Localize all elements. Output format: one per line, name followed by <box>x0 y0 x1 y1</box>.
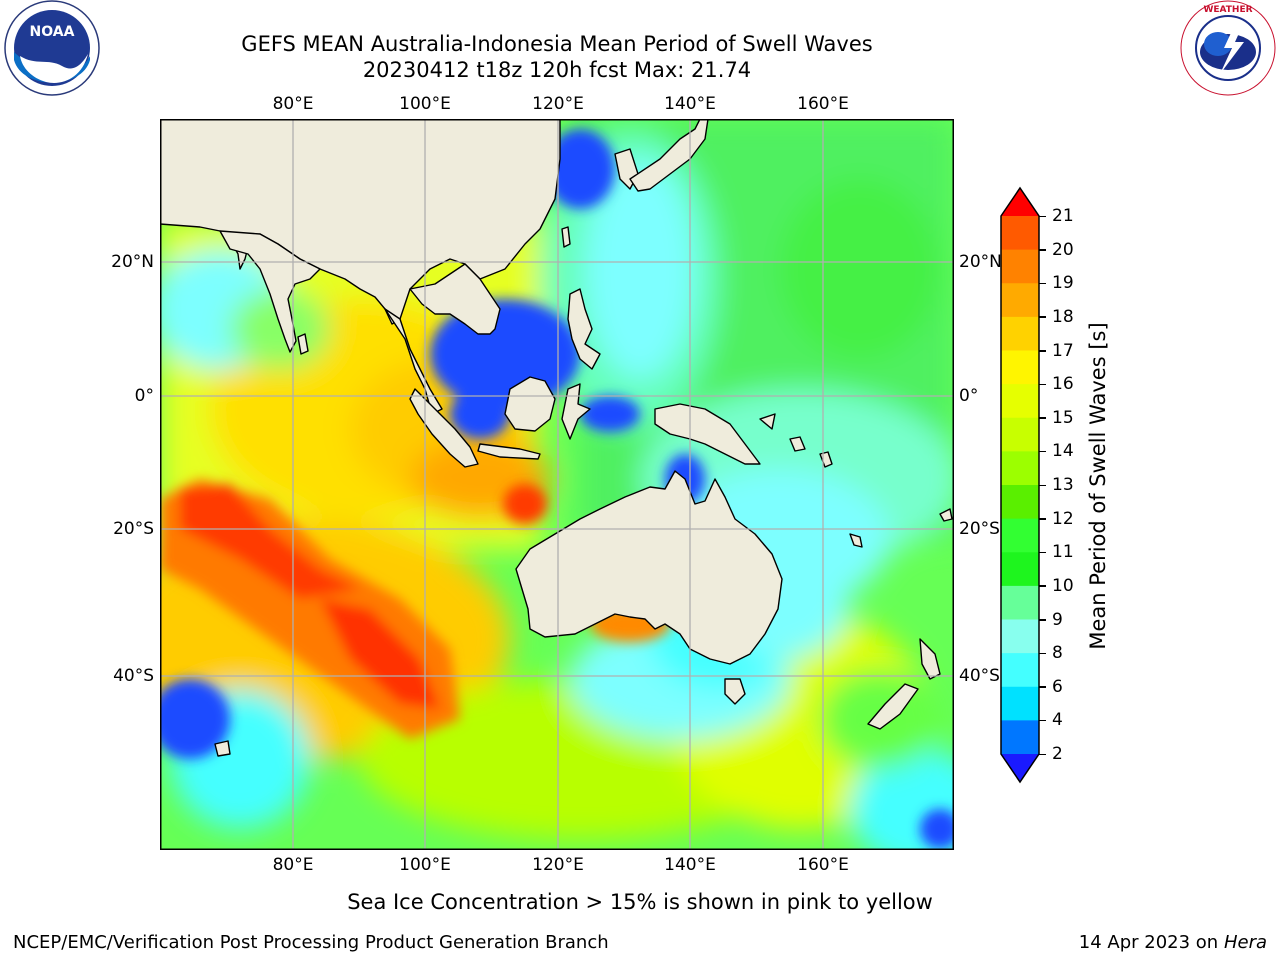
colorbar-tick-mark <box>1039 753 1046 755</box>
lon-tick-top: 120°E <box>532 94 584 114</box>
colorbar-tick-mark <box>1039 350 1046 352</box>
colorbar-segment <box>1001 316 1039 351</box>
run-date: 14 Apr 2023 on Hera <box>1079 932 1267 953</box>
colorbar-tick-label: 14 <box>1052 441 1074 462</box>
land-japan <box>629 119 709 192</box>
noaa-logo: NOAA <box>2 0 102 100</box>
colorbar <box>1000 186 1040 784</box>
colorbar-segment <box>1001 653 1039 688</box>
colorbar-segment <box>1001 518 1039 553</box>
colorbar-tick-mark <box>1039 518 1046 520</box>
colorbar-tick-label: 11 <box>1052 542 1074 563</box>
colorbar-segment <box>1001 552 1039 587</box>
land-india <box>219 230 321 353</box>
lon-tick-top: 100°E <box>399 94 451 114</box>
colorbar-tick-label: 13 <box>1052 475 1074 495</box>
colorbar-over-arrow <box>1001 188 1039 216</box>
colorbar-tick-label: 8 <box>1052 643 1063 664</box>
branch-credit: NCEP/EMC/Verification Post Processing Pr… <box>13 932 609 953</box>
lat-tick-left: 40°S <box>113 666 154 686</box>
colorbar-segment <box>1001 451 1039 486</box>
colorbar-segment <box>1001 720 1039 755</box>
colorbar-tick-mark <box>1039 652 1046 655</box>
sea-ice-note: Sea Ice Concentration > 15% is shown in … <box>347 890 933 914</box>
lat-tick-right: 20°S <box>959 519 1000 539</box>
nws-logo: WEATHER <box>1178 0 1278 100</box>
lat-tick-left: 20°S <box>113 519 154 539</box>
colorbar-segment <box>1001 585 1039 620</box>
lat-tick-right: 0° <box>959 386 979 406</box>
colorbar-tick-mark <box>1039 551 1046 554</box>
colorbar-tick-label: 10 <box>1052 575 1074 596</box>
colorbar-segment <box>1001 350 1039 385</box>
colorbar-tick-label: 2 <box>1052 744 1063 764</box>
map-frame <box>160 119 954 850</box>
land-new-guinea <box>654 403 761 465</box>
lat-tick-right: 40°S <box>959 666 1000 686</box>
colorbar-tick-mark <box>1039 316 1046 318</box>
colorbar-tick-mark <box>1039 249 1046 251</box>
land-asia <box>160 119 561 325</box>
colorbar-tick-label: 18 <box>1052 306 1074 327</box>
colorbar-tick-mark <box>1039 215 1046 217</box>
run-date-text: 14 Apr 2023 on <box>1078 932 1219 953</box>
colorbar-segment <box>1001 283 1039 318</box>
map-panel <box>160 119 954 850</box>
land-australia <box>515 470 783 665</box>
lat-tick-left: 20°N <box>111 252 154 272</box>
colorbar-tick-mark <box>1039 450 1046 453</box>
colorbar-tick-label: 20 <box>1052 239 1074 260</box>
colorbar-segment <box>1001 686 1039 721</box>
colorbar-segment <box>1001 485 1039 520</box>
colorbar-segment <box>1001 249 1039 284</box>
colorbar-tick-mark <box>1039 417 1046 419</box>
land-indochina <box>384 308 443 415</box>
colorbar-tick-label: 16 <box>1052 374 1074 395</box>
colorbar-segment <box>1001 619 1039 654</box>
run-host: Hera <box>1223 932 1267 953</box>
lon-tick-bottom: 120°E <box>532 855 584 875</box>
colorbar-tick-mark <box>1039 484 1046 486</box>
colorbar-tick-label: 15 <box>1052 407 1074 428</box>
lon-tick-bottom: 140°E <box>664 855 716 875</box>
noaa-logo-text: NOAA <box>30 24 75 40</box>
svg-text:WEATHER: WEATHER <box>1203 5 1252 15</box>
lon-tick-bottom: 80°E <box>272 855 314 875</box>
lon-tick-bottom: 100°E <box>399 855 451 875</box>
graticule <box>160 119 954 850</box>
colorbar-under-arrow <box>1001 754 1039 782</box>
colorbar-tick-label: 17 <box>1052 340 1074 361</box>
land <box>160 119 953 757</box>
colorbar-tick-mark <box>1039 282 1046 285</box>
colorbar-tick-label: 9 <box>1052 609 1063 630</box>
colorbar-tick-label: 21 <box>1052 206 1074 226</box>
colorbar-segment <box>1001 384 1039 419</box>
land-borneo <box>504 376 556 432</box>
colorbar-tick-label: 4 <box>1052 710 1063 731</box>
colorbar-tick-mark <box>1039 585 1046 587</box>
chart-title-line2: 20230412 t18z 120h fcst Max: 21.74 <box>362 58 752 82</box>
colorbar-label: Mean Period of Swell Waves [s] <box>1086 322 1110 650</box>
lat-tick-left: 0° <box>134 386 154 406</box>
colorbar-tick-mark <box>1039 719 1046 722</box>
lon-tick-top: 80°E <box>272 94 314 114</box>
lat-tick-right: 20°N <box>959 252 1002 272</box>
colorbar-segment <box>1001 216 1039 251</box>
colorbar-tick-label: 19 <box>1052 273 1074 294</box>
land-sumatra <box>409 388 479 468</box>
colorbar-tick-label: 6 <box>1052 676 1063 697</box>
colorbar-tick-mark <box>1039 383 1046 386</box>
lon-tick-bottom: 160°E <box>797 855 849 875</box>
chart-title-line1: GEFS MEAN Australia-Indonesia Mean Perio… <box>241 32 873 56</box>
colorbar-tick-mark <box>1039 619 1046 621</box>
colorbar-tick-label: 12 <box>1052 508 1074 529</box>
colorbar-tick-mark <box>1039 686 1046 688</box>
lon-tick-top: 160°E <box>797 94 849 114</box>
colorbar-segment <box>1001 417 1039 452</box>
lon-tick-top: 140°E <box>664 94 716 114</box>
